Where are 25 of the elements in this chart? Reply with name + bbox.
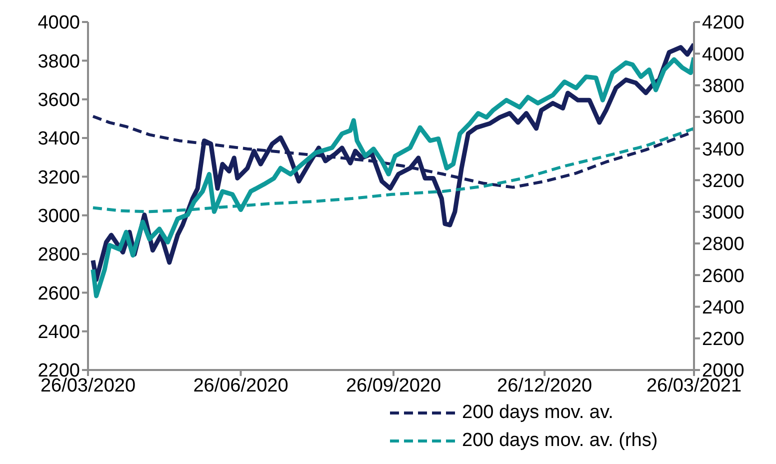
y-tick-label: 3000: [38, 206, 80, 228]
y2-tick-label: 4200: [702, 12, 744, 34]
y-tick-label: 3800: [38, 51, 80, 72]
y2-tick-label: 2400: [702, 297, 744, 318]
y2-tick-label: 3000: [702, 202, 744, 224]
y-tick-label: 3400: [38, 128, 80, 150]
y2-tick-label: 2600: [702, 266, 744, 287]
y2-tick-label: 3800: [702, 76, 744, 98]
y-tick-label: 4000: [38, 12, 80, 34]
y2-tick-label: 2800: [702, 234, 744, 256]
y2-tick-label: 4000: [702, 44, 744, 66]
y-tick-label: 2800: [38, 244, 80, 266]
y-tick-label: 2600: [38, 283, 80, 304]
y2-tick-label: 3200: [702, 170, 744, 192]
y2-tick-label: 3400: [702, 139, 744, 160]
x-tick-label: 26/12/2020: [497, 375, 592, 396]
x-tick-label: 26/09/2020: [346, 375, 442, 396]
legend-label: 200 days mov. av.: [462, 402, 614, 424]
x-tick-label: 26/06/2020: [193, 375, 288, 396]
y-tick-label: 3600: [38, 90, 80, 112]
y2-tick-label: 3600: [702, 108, 744, 129]
legend-label: 200 days mov. av. (rhs): [462, 430, 658, 452]
y-tick-label: 2400: [38, 322, 80, 344]
y-tick-label: 3200: [38, 167, 80, 188]
y2-tick-label: 2200: [702, 329, 744, 350]
